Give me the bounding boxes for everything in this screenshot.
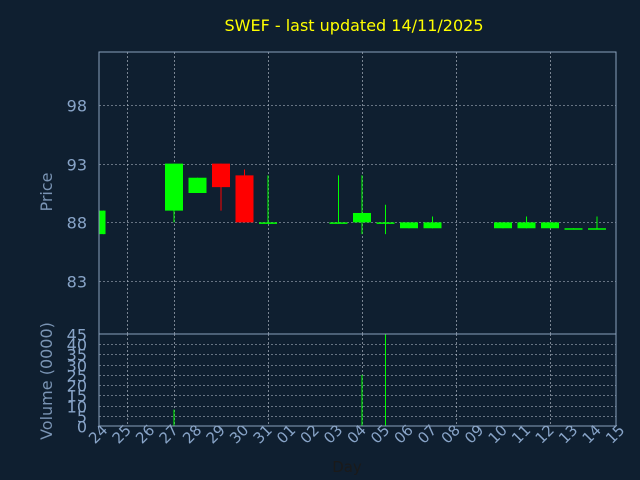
x-tick-label: 09	[461, 421, 487, 447]
price-axis-title: Price	[37, 172, 56, 211]
x-tick-label: 26	[132, 421, 158, 447]
candle-body	[517, 222, 536, 229]
x-tick-label: 10	[485, 421, 511, 447]
x-tick-label: 14	[579, 421, 605, 447]
candle-body	[423, 222, 442, 229]
candle-body	[165, 163, 183, 211]
x-tick-label: 11	[508, 421, 534, 447]
candle-body	[353, 212, 371, 223]
volume-y-tick-label: 15	[67, 387, 87, 406]
x-tick-label: 01	[273, 421, 299, 447]
x-tick-label: 05	[367, 421, 393, 447]
volume-y-tick-label: 30	[67, 357, 87, 376]
x-axis-title: Day	[332, 458, 362, 476]
volume-plot-frame	[98, 333, 617, 427]
volume-y-tick-label: 5	[77, 408, 87, 427]
x-tick-label: 29	[203, 421, 229, 447]
volume-y-tick-label: 20	[67, 377, 87, 396]
volume-axis-title: Volume (0000)	[37, 322, 56, 440]
candle-body	[494, 222, 512, 229]
x-tick-label: 04	[344, 421, 370, 447]
x-tick-label: 25	[109, 421, 135, 447]
x-tick-label: 27	[156, 421, 182, 447]
price-y-tick-label: 88	[67, 214, 87, 233]
x-tick-label: 28	[179, 421, 205, 447]
x-tick-label: 13	[555, 421, 581, 447]
x-tick-label: 08	[438, 421, 464, 447]
price-y-tick-labels: 83 88 93 98	[67, 97, 87, 292]
price-y-tick-label: 93	[67, 156, 87, 175]
x-tick-label: 24	[85, 421, 111, 447]
candle-body	[259, 222, 277, 224]
candle-body	[99, 210, 106, 235]
chart-title: SWEF - last updated 14/11/2025	[224, 16, 483, 35]
volume-y-tick-label: 10	[67, 398, 87, 417]
candle-body	[188, 177, 207, 193]
x-tick-label: 03	[320, 421, 346, 447]
price-y-tick-label: 83	[67, 273, 87, 292]
x-tick-label: 30	[226, 421, 252, 447]
candle-body	[212, 163, 230, 188]
x-tick-label: 06	[391, 421, 417, 447]
volume-y-tick-label: 40	[67, 336, 87, 355]
x-tick-label: 02	[297, 421, 323, 447]
volume-y-tick-label: 25	[67, 367, 87, 386]
candlestick-series	[99, 163, 606, 235]
volume-series	[173, 334, 386, 426]
x-tick-labels: 2425262728293031010203040506070809101112…	[85, 421, 628, 447]
candle-body	[376, 222, 395, 224]
candle-body	[588, 228, 606, 230]
x-tick-label: 15	[602, 421, 628, 447]
candle-body	[329, 222, 348, 224]
candle-body	[541, 222, 559, 229]
candle-body	[564, 228, 583, 230]
volume-y-tick-label: 0	[77, 418, 87, 437]
volume-y-tick-label: 45	[67, 326, 87, 345]
x-tick-label: 07	[414, 421, 440, 447]
x-tick-label: 12	[532, 421, 558, 447]
candle-body	[400, 222, 418, 229]
volume-grid	[99, 334, 616, 426]
candle-body	[235, 175, 254, 223]
price-y-tick-label: 98	[67, 97, 87, 116]
x-tick-label: 31	[250, 421, 276, 447]
volume-y-tick-label: 35	[67, 346, 87, 365]
